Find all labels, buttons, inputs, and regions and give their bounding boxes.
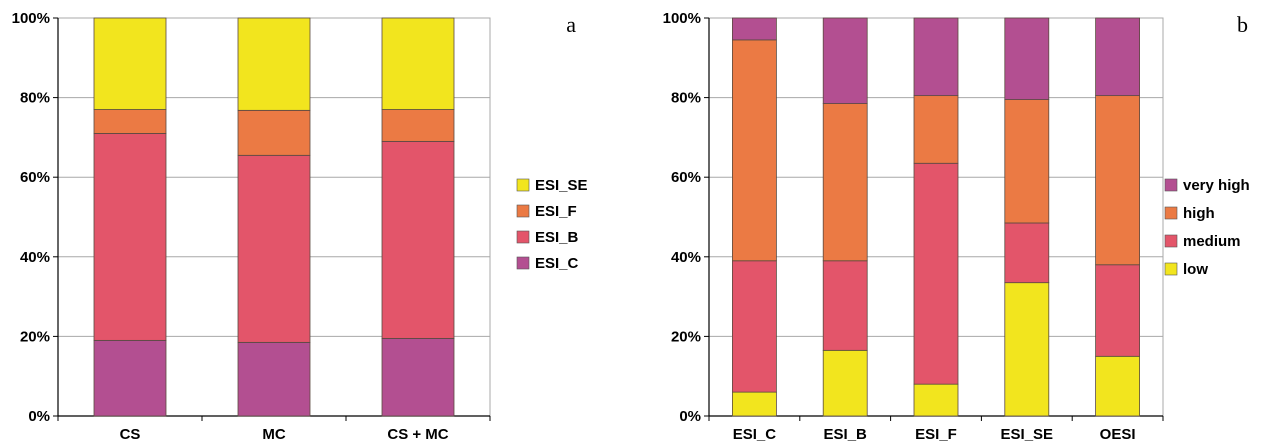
bar-very-high-2	[822, 17, 868, 104]
bar-esi_b-2	[237, 154, 311, 343]
bar-esi_f-1	[93, 109, 167, 134]
legend-label: low	[1183, 261, 1208, 278]
bar-esi_b-3	[381, 140, 455, 339]
bar-esi_se-2	[237, 17, 311, 111]
legend-swatch	[1164, 206, 1178, 220]
bar-esi_c-1	[93, 339, 167, 417]
bar-low-5	[1095, 355, 1140, 417]
legend-swatch	[1164, 262, 1178, 276]
y-tick-label: 100%	[12, 10, 50, 27]
bar-esi_se-1	[93, 17, 167, 110]
bar-low-1	[732, 391, 777, 417]
bar-esi_f-3	[381, 109, 455, 142]
bar-esi_se-3	[381, 17, 455, 110]
bar-esi_b-1	[93, 133, 167, 341]
bar-low-4	[1004, 282, 1050, 417]
bar-esi_c-3	[381, 337, 455, 417]
x-tick-label: ESI_SE	[1001, 426, 1054, 443]
legend-label: very high	[1183, 177, 1250, 194]
bar-very-high-3	[913, 17, 959, 97]
y-tick-label: 80%	[671, 90, 701, 107]
legend-label: ESI_SE	[535, 177, 588, 194]
legend-swatch	[516, 204, 530, 218]
bar-low-2	[822, 349, 868, 417]
x-tick-label: OESI	[1100, 426, 1136, 443]
x-tick-label: ESI_F	[915, 426, 957, 443]
bar-high-4	[1004, 99, 1050, 224]
legend-swatch	[516, 256, 530, 270]
legend-swatch	[1164, 234, 1178, 248]
y-tick-label: 100%	[663, 10, 701, 27]
chart-a: 0% 20% 40% 60% 80% 100% CS MC CS + MC ESI_SE ESI_F…	[12, 10, 588, 443]
bar-medium-2	[822, 260, 868, 351]
bar-medium-3	[913, 162, 959, 385]
y-tick-label: 60%	[20, 169, 50, 186]
legend-label: ESI_C	[535, 255, 579, 272]
y-tick-label: 40%	[20, 249, 50, 266]
x-tick-label: CS	[120, 426, 141, 443]
legend-label: high	[1183, 205, 1215, 222]
bar-very-high-1	[732, 17, 777, 41]
legend-swatch	[516, 230, 530, 244]
x-tick-label: MC	[262, 426, 285, 443]
chart-b: 0% 20% 40% 60% 80% 100% ESI_C ESI_B ESI_F ESI_SE O…	[663, 10, 1250, 443]
bar-medium-1	[732, 260, 777, 393]
bar-medium-5	[1095, 264, 1140, 357]
panel-label: b	[1237, 12, 1248, 37]
legend: ESI_SE ESI_F ESI_B ESI_C	[516, 177, 588, 272]
legend-swatch	[516, 178, 530, 192]
y-tick-label: 20%	[671, 328, 701, 345]
x-tick-label: ESI_B	[824, 426, 868, 443]
y-tick-label: 0%	[679, 408, 701, 425]
legend-swatch	[1164, 178, 1178, 192]
bar-low-3	[913, 383, 959, 417]
bar-very-high-4	[1004, 17, 1050, 100]
bar-esi_f-2	[237, 109, 311, 156]
bar-high-1	[732, 39, 777, 262]
y-tick-label: 40%	[671, 249, 701, 266]
bar-high-5	[1095, 95, 1140, 266]
legend-label: ESI_B	[535, 229, 579, 246]
x-tick-label: ESI_C	[733, 426, 777, 443]
legend: very high high medium low	[1164, 177, 1250, 278]
legend-label: medium	[1183, 233, 1241, 250]
y-tick-label: 60%	[671, 169, 701, 186]
bar-high-2	[822, 103, 868, 262]
x-tick-label: CS + MC	[387, 426, 448, 443]
bar-esi_c-2	[237, 341, 311, 417]
y-tick-label: 20%	[20, 328, 50, 345]
legend-label: ESI_F	[535, 203, 577, 220]
bar-high-3	[913, 95, 959, 164]
bar-very-high-5	[1095, 17, 1140, 97]
y-tick-label: 0%	[28, 408, 50, 425]
y-tick-label: 80%	[20, 90, 50, 107]
panel-label: a	[566, 12, 576, 37]
bar-medium-4	[1004, 222, 1050, 284]
